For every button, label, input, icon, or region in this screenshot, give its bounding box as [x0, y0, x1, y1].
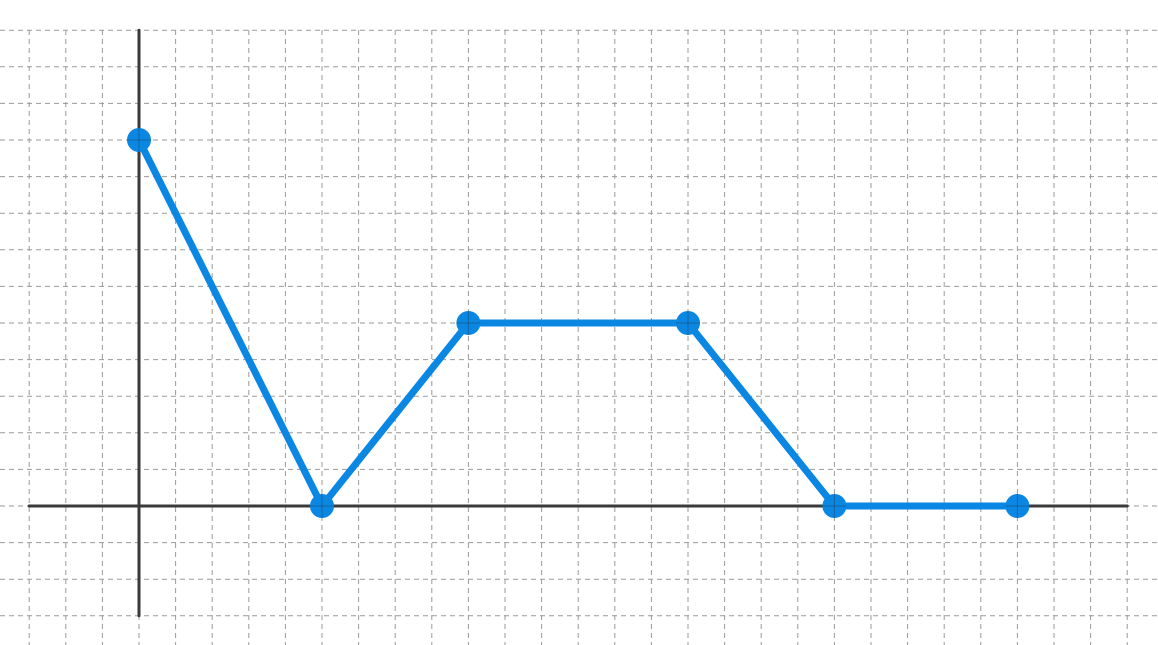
series-line: [135, 136, 1021, 510]
data-point: [310, 494, 334, 518]
data-point: [456, 311, 481, 335]
data-point: [127, 128, 151, 152]
data-point-marker: [456, 311, 481, 335]
data-point-marker: [822, 494, 847, 518]
data-point: [1005, 494, 1030, 518]
data-point-marker: [676, 311, 700, 335]
data-point-marker: [127, 128, 151, 152]
data-point: [676, 311, 700, 335]
series: [127, 128, 1030, 518]
data-point-marker: [310, 494, 334, 518]
grid: [0, 29, 1158, 645]
data-point: [822, 494, 847, 518]
data-point-marker: [1005, 494, 1030, 518]
